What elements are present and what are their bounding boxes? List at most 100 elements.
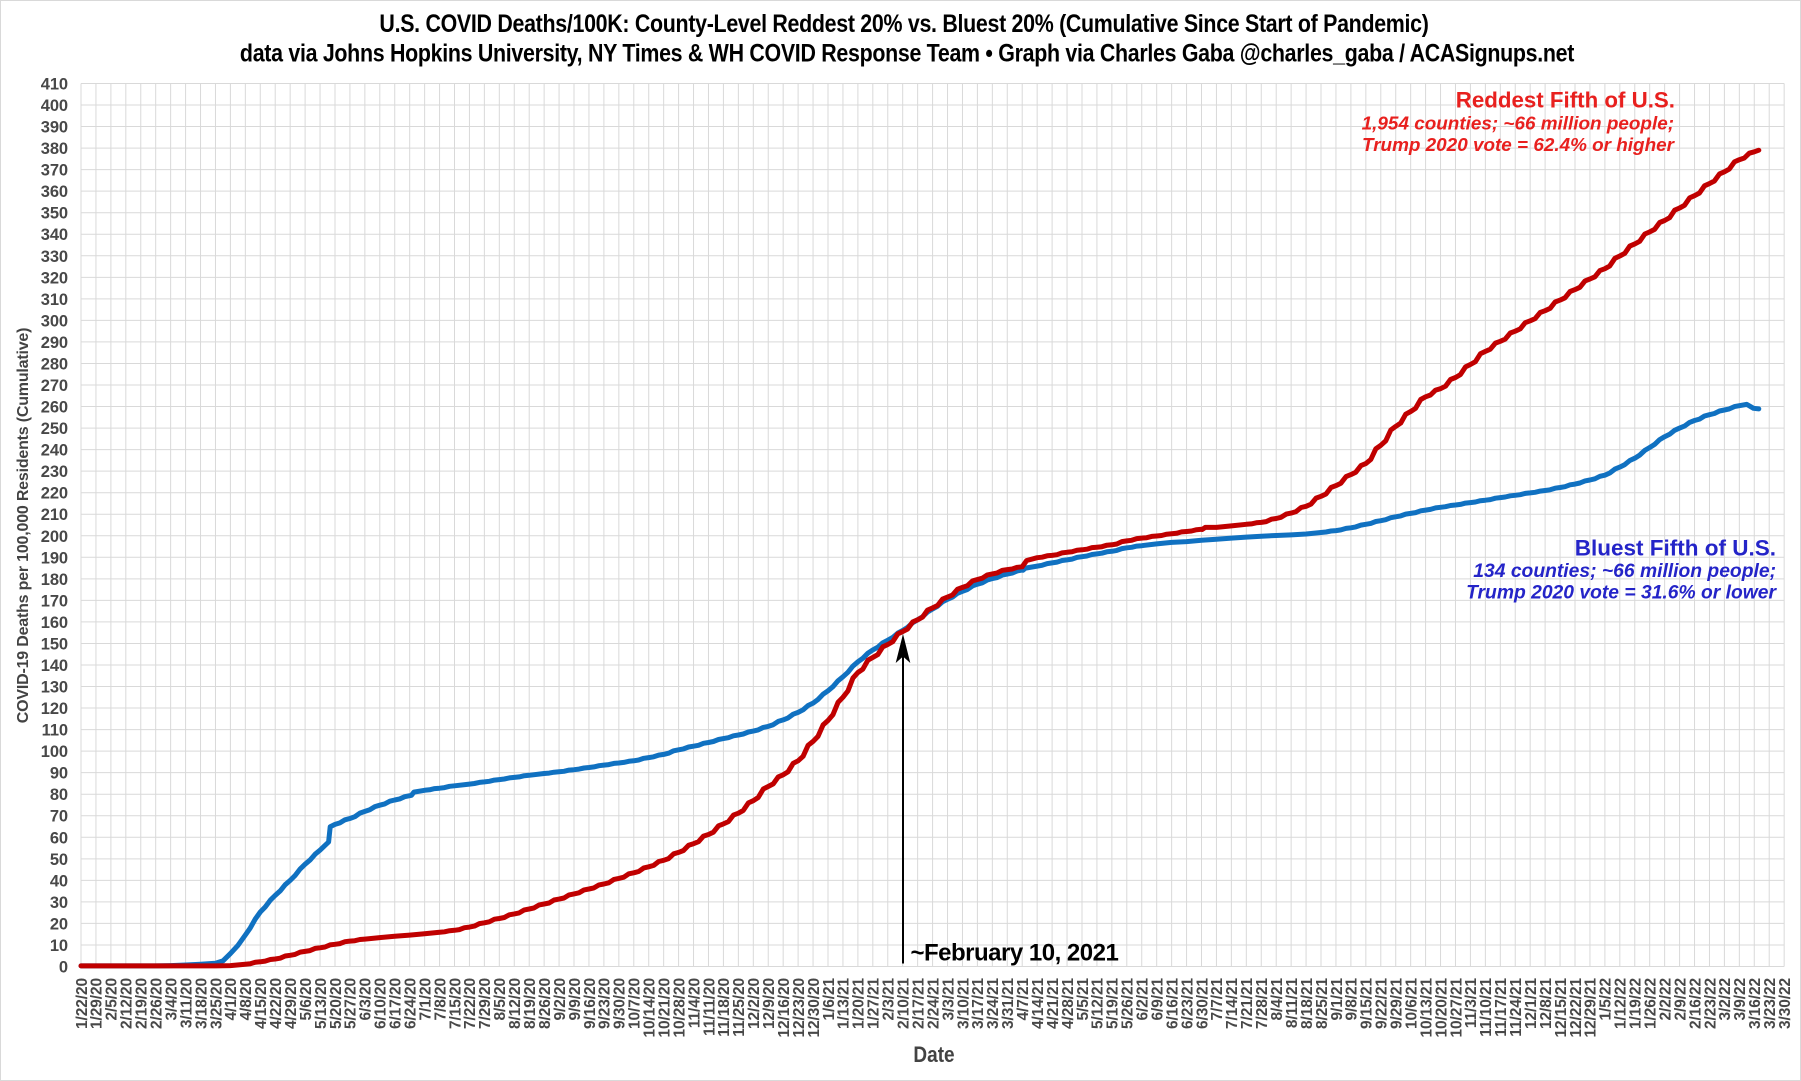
- svg-text:9/2/20: 9/2/20: [552, 978, 569, 1021]
- svg-text:12/9/20: 12/9/20: [761, 978, 778, 1029]
- svg-text:400: 400: [41, 97, 68, 115]
- svg-text:12/2/20: 12/2/20: [746, 978, 763, 1029]
- svg-text:U.S. COVID Deaths/100K: County: U.S. COVID Deaths/100K: County-Level Red…: [379, 10, 1428, 38]
- svg-text:3/10/21: 3/10/21: [955, 978, 972, 1029]
- svg-text:1/5/22: 1/5/22: [1598, 978, 1615, 1021]
- svg-text:7/8/20: 7/8/20: [432, 978, 449, 1021]
- svg-text:110: 110: [42, 722, 68, 740]
- svg-text:3/17/21: 3/17/21: [970, 978, 987, 1029]
- svg-text:10/21/20: 10/21/20: [657, 978, 674, 1038]
- svg-text:10/27/21: 10/27/21: [1448, 978, 1465, 1038]
- svg-text:2/24/21: 2/24/21: [925, 978, 942, 1029]
- svg-text:1/19/22: 1/19/22: [1628, 978, 1645, 1029]
- svg-text:12/22/21: 12/22/21: [1568, 978, 1585, 1038]
- svg-text:3/25/20: 3/25/20: [208, 978, 225, 1029]
- svg-text:11/18/20: 11/18/20: [716, 978, 733, 1037]
- svg-text:2/17/21: 2/17/21: [910, 978, 927, 1029]
- svg-text:80: 80: [50, 786, 68, 804]
- svg-text:9/1/21: 9/1/21: [1329, 978, 1346, 1021]
- svg-text:410: 410: [41, 76, 68, 94]
- svg-text:4/22/20: 4/22/20: [268, 978, 285, 1029]
- svg-text:6/10/20: 6/10/20: [373, 978, 390, 1029]
- svg-text:6/30/21: 6/30/21: [1194, 978, 1211, 1029]
- svg-text:11/3/21: 11/3/21: [1463, 978, 1480, 1029]
- svg-text:12/8/21: 12/8/21: [1538, 978, 1555, 1029]
- svg-text:7/14/21: 7/14/21: [1224, 978, 1241, 1029]
- svg-text:270: 270: [41, 377, 68, 395]
- svg-text:2/26/20: 2/26/20: [149, 978, 166, 1029]
- svg-text:3/30/22: 3/30/22: [1777, 978, 1794, 1029]
- svg-text:1/20/21: 1/20/21: [851, 978, 868, 1029]
- svg-text:3/3/21: 3/3/21: [940, 978, 957, 1021]
- svg-text:3/18/20: 3/18/20: [193, 978, 210, 1029]
- svg-text:10/20/21: 10/20/21: [1433, 978, 1450, 1038]
- svg-text:180: 180: [41, 571, 68, 589]
- svg-text:8/26/20: 8/26/20: [537, 978, 554, 1029]
- svg-text:10/13/21: 10/13/21: [1418, 978, 1435, 1038]
- svg-text:240: 240: [41, 442, 68, 460]
- svg-text:8/5/20: 8/5/20: [492, 978, 509, 1021]
- svg-text:3/31/21: 3/31/21: [1000, 978, 1017, 1029]
- svg-text:7/15/20: 7/15/20: [447, 978, 464, 1029]
- svg-text:data via Johns Hopkins Univers: data via Johns Hopkins University, NY Ti…: [240, 39, 1575, 67]
- svg-text:8/25/21: 8/25/21: [1314, 978, 1331, 1029]
- svg-text:70: 70: [50, 808, 68, 826]
- svg-text:210: 210: [41, 506, 68, 524]
- svg-text:190: 190: [41, 549, 68, 567]
- svg-text:4/7/21: 4/7/21: [1015, 978, 1032, 1021]
- svg-text:4/15/20: 4/15/20: [253, 978, 270, 1029]
- svg-text:290: 290: [41, 334, 68, 352]
- svg-text:11/17/21: 11/17/21: [1493, 978, 1510, 1037]
- svg-text:Trump 2020 vote = 62.4% or hig: Trump 2020 vote = 62.4% or higher: [1362, 135, 1676, 156]
- svg-text:7/7/21: 7/7/21: [1209, 978, 1226, 1021]
- svg-text:310: 310: [41, 291, 68, 309]
- svg-text:6/3/20: 6/3/20: [358, 978, 375, 1021]
- svg-text:2/2/22: 2/2/22: [1657, 978, 1674, 1021]
- svg-text:1/12/22: 1/12/22: [1613, 978, 1630, 1029]
- svg-text:Bluest Fifth of U.S.: Bluest Fifth of U.S.: [1575, 536, 1776, 561]
- svg-text:360: 360: [41, 183, 68, 201]
- svg-text:140: 140: [41, 657, 68, 675]
- svg-text:7/21/21: 7/21/21: [1239, 978, 1256, 1029]
- svg-text:40: 40: [50, 872, 68, 890]
- svg-text:2/12/20: 2/12/20: [119, 978, 136, 1029]
- svg-text:5/19/21: 5/19/21: [1105, 978, 1122, 1029]
- svg-text:100: 100: [41, 743, 68, 761]
- svg-text:230: 230: [41, 463, 68, 481]
- svg-text:5/20/20: 5/20/20: [328, 978, 345, 1029]
- svg-text:134 counties; ~66 million peop: 134 counties; ~66 million people;: [1473, 561, 1776, 582]
- svg-text:10/14/20: 10/14/20: [642, 978, 659, 1038]
- svg-text:12/23/20: 12/23/20: [791, 978, 808, 1038]
- svg-text:9/15/21: 9/15/21: [1359, 978, 1376, 1029]
- svg-text:250: 250: [41, 420, 68, 438]
- svg-text:1/13/21: 1/13/21: [836, 978, 853, 1029]
- svg-text:220: 220: [41, 485, 68, 503]
- svg-text:6/16/21: 6/16/21: [1164, 978, 1181, 1029]
- svg-text:3/2/22: 3/2/22: [1717, 978, 1734, 1021]
- svg-text:4/29/20: 4/29/20: [283, 978, 300, 1029]
- svg-text:20: 20: [50, 915, 68, 933]
- svg-text:4/8/20: 4/8/20: [238, 978, 255, 1021]
- svg-text:5/5/21: 5/5/21: [1075, 978, 1092, 1021]
- svg-text:6/17/20: 6/17/20: [388, 978, 405, 1029]
- svg-text:340: 340: [41, 226, 68, 244]
- svg-text:50: 50: [50, 851, 68, 869]
- svg-text:8/18/21: 8/18/21: [1299, 978, 1316, 1029]
- svg-text:9/30/20: 9/30/20: [612, 978, 629, 1029]
- svg-text:200: 200: [41, 528, 68, 546]
- svg-text:120: 120: [41, 700, 68, 718]
- svg-text:9/9/20: 9/9/20: [567, 978, 584, 1021]
- svg-text:12/16/20: 12/16/20: [776, 978, 793, 1038]
- svg-text:60: 60: [50, 829, 68, 847]
- svg-text:6/24/20: 6/24/20: [403, 978, 420, 1029]
- svg-text:11/10/21: 11/10/21: [1478, 978, 1495, 1037]
- svg-text:3/23/22: 3/23/22: [1762, 978, 1779, 1029]
- svg-text:170: 170: [41, 592, 68, 610]
- svg-text:7/1/20: 7/1/20: [417, 978, 434, 1021]
- svg-text:7/22/20: 7/22/20: [462, 978, 479, 1029]
- svg-text:12/15/21: 12/15/21: [1553, 978, 1570, 1038]
- svg-text:11/24/21: 11/24/21: [1508, 978, 1525, 1037]
- svg-text:8/4/21: 8/4/21: [1269, 978, 1286, 1021]
- svg-text:7/29/20: 7/29/20: [477, 978, 494, 1029]
- svg-text:3/9/22: 3/9/22: [1732, 978, 1749, 1021]
